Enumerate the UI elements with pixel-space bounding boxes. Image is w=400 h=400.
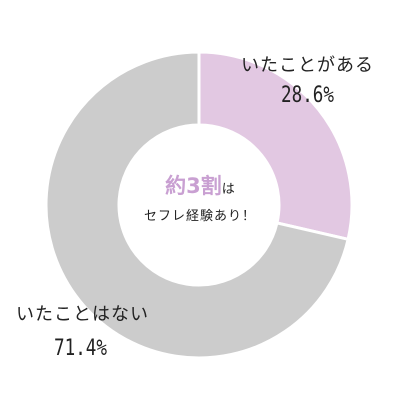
center-line2: セフレ経験あり！ — [143, 209, 256, 224]
center-suffix: は — [221, 182, 235, 197]
center-text: 約3割は セフレ経験あり！ — [100, 174, 300, 228]
slice-name-never: いたことはない — [16, 304, 149, 325]
slice-label-have: いたことがある 28.6% — [241, 51, 374, 108]
slice-name-have: いたことがある — [241, 55, 374, 76]
slice-label-never: いたことはない 71.4% — [16, 300, 149, 361]
center-highlight: 約3割 — [165, 174, 222, 198]
slice-value-have: 28.6% — [281, 83, 334, 108]
slice-never — [44, 50, 350, 360]
donut-slices — [44, 50, 354, 360]
slice-have — [197, 50, 354, 242]
center-line1: 約3割は — [100, 174, 300, 202]
slice-value-never: 71.4% — [54, 336, 107, 361]
